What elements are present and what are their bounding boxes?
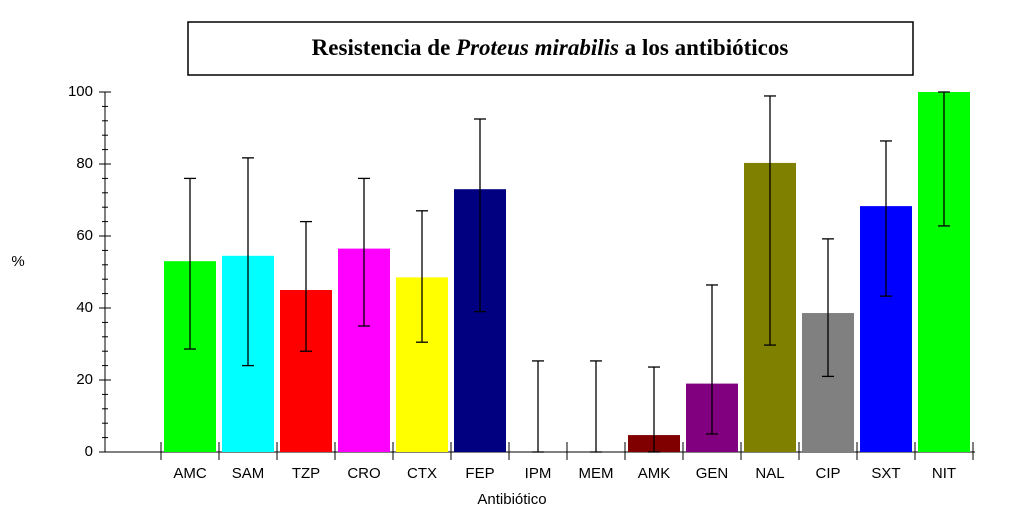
y-axis-label: % xyxy=(11,253,24,270)
error-bar xyxy=(416,210,428,343)
x-tick-label: SXT xyxy=(871,465,900,482)
y-tick-label: 60 xyxy=(76,227,93,244)
error-bar xyxy=(532,360,544,453)
error-bar xyxy=(184,177,196,350)
x-tick-label: CRO xyxy=(347,465,380,482)
error-bar xyxy=(474,118,486,313)
x-tick-label: FEP xyxy=(465,465,494,482)
x-axis-label: Antibiótico xyxy=(477,491,546,508)
title-part: Proteus mirabilis xyxy=(455,35,619,60)
y-tick-label: 20 xyxy=(76,371,93,388)
x-tick-label: SAM xyxy=(232,465,265,482)
title-part: Resistencia de xyxy=(312,35,451,60)
x-tick-label: GEN xyxy=(696,465,729,482)
y-tick-label: 0 xyxy=(85,443,93,460)
x-tick-label: CTX xyxy=(407,465,437,482)
error-bar xyxy=(938,91,950,227)
title-part: a los antibióticos xyxy=(625,35,789,60)
x-tick-label: NAL xyxy=(755,465,784,482)
error-bar xyxy=(822,238,834,378)
x-tick-label: AMC xyxy=(173,465,207,482)
y-tick-label: 80 xyxy=(76,155,93,172)
x-tick-label: AMK xyxy=(638,465,671,482)
error-bar xyxy=(300,220,312,352)
x-tick-label: CIP xyxy=(815,465,840,482)
title-box xyxy=(187,21,914,76)
y-tick-label: 40 xyxy=(76,299,93,316)
error-bar xyxy=(880,140,892,297)
error-bar xyxy=(648,366,660,453)
error-bar xyxy=(764,95,776,346)
y-tick-label: 100 xyxy=(68,83,93,100)
x-tick-label: NIT xyxy=(932,465,956,482)
chart-title: Resistencia de Proteus mirabilis a los a… xyxy=(312,35,789,60)
error-bar xyxy=(358,177,370,327)
x-tick-label: IPM xyxy=(525,465,552,482)
error-bar xyxy=(242,157,254,367)
x-tick-label: MEM xyxy=(579,465,614,482)
error-bar xyxy=(706,284,718,435)
x-tick-label: TZP xyxy=(292,465,320,482)
error-bar xyxy=(590,360,602,453)
